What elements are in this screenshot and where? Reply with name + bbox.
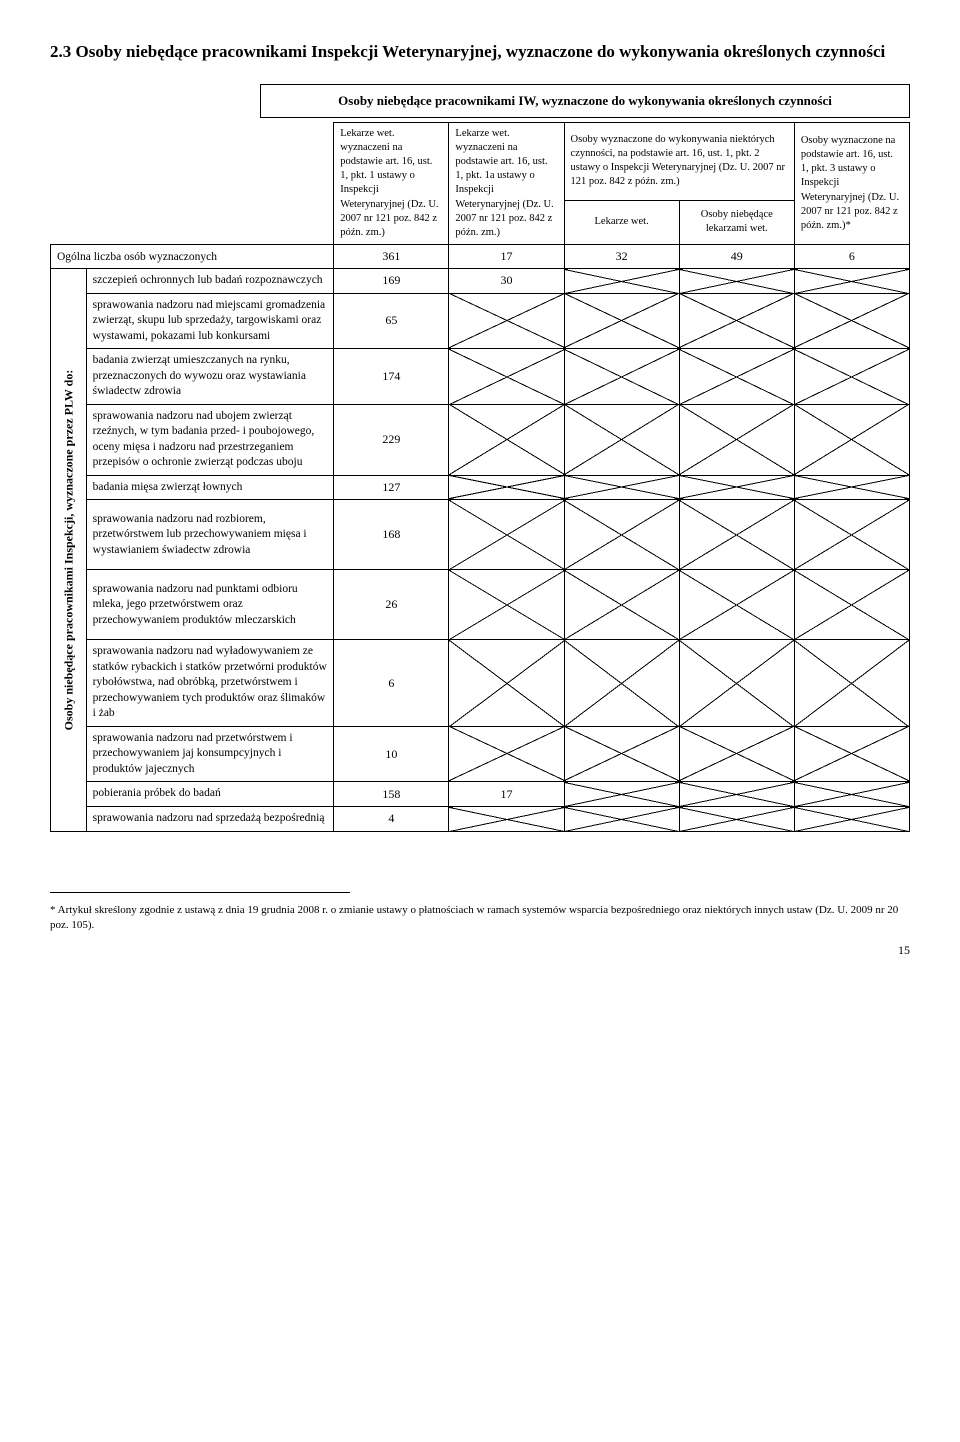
col-header-0: Lekarze wet. wyznaczeni na podstawie art… <box>334 122 449 244</box>
cross-cell <box>679 475 794 500</box>
cross-cell <box>564 640 679 727</box>
cross-cell <box>794 269 909 294</box>
cross-cell <box>679 269 794 294</box>
cross-cell <box>679 570 794 640</box>
cross-cell <box>564 807 679 832</box>
footnote-rule <box>50 892 350 899</box>
cross-cell <box>794 726 909 782</box>
cross-cell <box>564 500 679 570</box>
cross-cell <box>794 349 909 405</box>
table-row: sprawowania nadzoru nad przetwórstwem i … <box>51 726 910 782</box>
cross-cell <box>449 293 564 349</box>
cross-cell <box>564 475 679 500</box>
cross-cell <box>564 269 679 294</box>
cross-cell <box>564 293 679 349</box>
totals-row: Ogólna liczba osób wyznaczonych 361 17 3… <box>51 245 910 269</box>
row-label: sprawowania nadzoru nad wyładowywaniem z… <box>86 640 334 727</box>
cell: 26 <box>334 570 449 640</box>
table-row: sprawowania nadzoru nad rozbiorem, przet… <box>51 500 910 570</box>
vertical-group-label: Osoby niebędące pracownikami Inspekcji, … <box>51 269 87 831</box>
totals-c2b: 49 <box>679 245 794 269</box>
cross-cell <box>449 640 564 727</box>
col-header-2b: Osoby niebędące lekarzami wet. <box>679 200 794 244</box>
totals-label: Ogólna liczba osób wyznaczonych <box>51 245 334 269</box>
cell: 169 <box>334 269 449 294</box>
totals-c1: 17 <box>449 245 564 269</box>
cell: 158 <box>334 782 449 807</box>
cross-cell <box>794 500 909 570</box>
cell: 65 <box>334 293 449 349</box>
cross-cell <box>679 293 794 349</box>
table-row: badania zwierząt umieszczanych na rynku,… <box>51 349 910 405</box>
col-header-2a: Lekarze wet. <box>564 200 679 244</box>
cross-cell <box>449 500 564 570</box>
main-table: Lekarze wet. wyznaczeni na podstawie art… <box>50 122 910 832</box>
table-row: sprawowania nadzoru nad miejscami gromad… <box>51 293 910 349</box>
cell: 127 <box>334 475 449 500</box>
cross-cell <box>449 726 564 782</box>
cell: 30 <box>449 269 564 294</box>
cross-cell <box>794 293 909 349</box>
row-label: pobierania próbek do badań <box>86 782 334 807</box>
section-title: 2.3 Osoby niebędące pracownikami Inspekc… <box>50 40 910 64</box>
row-label: badania mięsa zwierząt łownych <box>86 475 334 500</box>
row-label: sprawowania nadzoru nad ubojem zwierząt … <box>86 404 334 475</box>
table-row: sprawowania nadzoru nad punktami odbioru… <box>51 570 910 640</box>
cross-cell <box>449 807 564 832</box>
cross-cell <box>449 349 564 405</box>
footnote-text: * Artykuł skreślony zgodnie z ustawą z d… <box>50 903 910 934</box>
table-row: sprawowania nadzoru nad sprzedażą bezpoś… <box>51 807 910 832</box>
table-row: Osoby niebędące pracownikami Inspekcji, … <box>51 269 910 294</box>
cross-cell <box>679 782 794 807</box>
col-header-2-group: Osoby wyznaczone do wykonywania niektóry… <box>564 122 794 200</box>
cell: 4 <box>334 807 449 832</box>
cross-cell <box>564 349 679 405</box>
row-label: sprawowania nadzoru nad punktami odbioru… <box>86 570 334 640</box>
cell: 10 <box>334 726 449 782</box>
cell: 17 <box>449 782 564 807</box>
table-row: sprawowania nadzoru nad ubojem zwierząt … <box>51 404 910 475</box>
page-number: 15 <box>50 943 910 958</box>
row-label: sprawowania nadzoru nad rozbiorem, przet… <box>86 500 334 570</box>
cell: 168 <box>334 500 449 570</box>
cross-cell <box>679 500 794 570</box>
table-row: pobierania próbek do badań 158 17 <box>51 782 910 807</box>
cross-cell <box>679 349 794 405</box>
cross-cell <box>449 404 564 475</box>
cross-cell <box>679 807 794 832</box>
cross-cell <box>794 782 909 807</box>
col-header-1: Lekarze wet. wyznaczeni na podstawie art… <box>449 122 564 244</box>
row-label: sprawowania nadzoru nad miejscami gromad… <box>86 293 334 349</box>
totals-c0: 361 <box>334 245 449 269</box>
cross-cell <box>794 475 909 500</box>
cross-cell <box>564 404 679 475</box>
col-header-3: Osoby wyznaczone na podstawie art. 16, u… <box>794 122 909 244</box>
cross-cell <box>564 782 679 807</box>
cross-cell <box>794 640 909 727</box>
cross-cell <box>679 404 794 475</box>
cross-cell <box>449 570 564 640</box>
cell: 174 <box>334 349 449 405</box>
table-row: sprawowania nadzoru nad wyładowywaniem z… <box>51 640 910 727</box>
subtitle-box: Osoby niebędące pracownikami IW, wyznacz… <box>260 84 910 118</box>
cross-cell <box>449 475 564 500</box>
row-label: badania zwierząt umieszczanych na rynku,… <box>86 349 334 405</box>
totals-c3: 6 <box>794 245 909 269</box>
totals-c2a: 32 <box>564 245 679 269</box>
cell: 229 <box>334 404 449 475</box>
cross-cell <box>679 726 794 782</box>
row-label: sprawowania nadzoru nad sprzedażą bezpoś… <box>86 807 334 832</box>
cross-cell <box>564 570 679 640</box>
cross-cell <box>794 570 909 640</box>
table-row: badania mięsa zwierząt łownych 127 <box>51 475 910 500</box>
row-label: szczepień ochronnych lub badań rozpoznaw… <box>86 269 334 294</box>
cross-cell <box>794 807 909 832</box>
row-label: sprawowania nadzoru nad przetwórstwem i … <box>86 726 334 782</box>
cross-cell <box>794 404 909 475</box>
cross-cell <box>679 640 794 727</box>
cell: 6 <box>334 640 449 727</box>
cross-cell <box>564 726 679 782</box>
